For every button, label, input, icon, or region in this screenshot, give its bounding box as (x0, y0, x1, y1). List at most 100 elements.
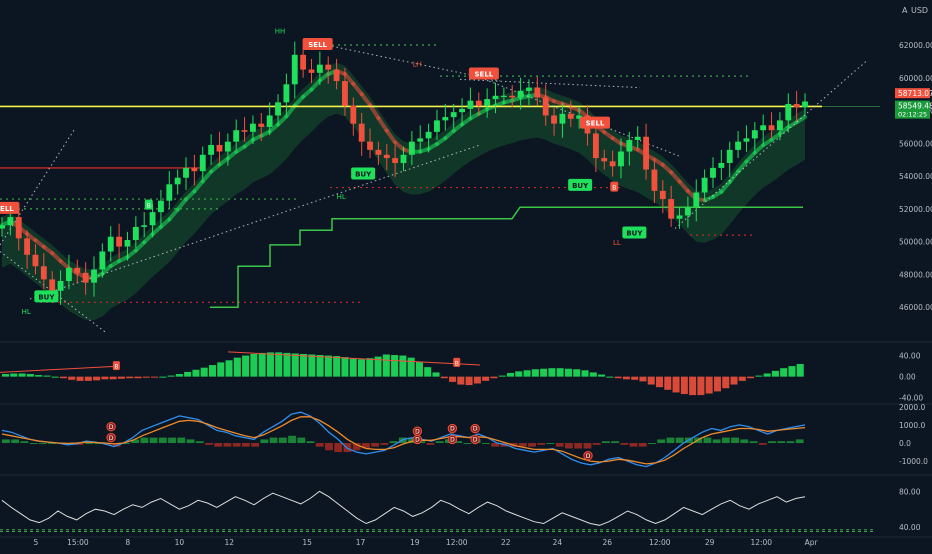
macd-histogram-bar (482, 443, 490, 444)
macd-histogram-bar (297, 438, 305, 443)
candle-body (7, 217, 13, 225)
macd-divergence-label: D (473, 426, 478, 433)
candle-body (233, 130, 239, 141)
trendline-dotted (460, 79, 640, 87)
candle-body (551, 115, 557, 123)
macd-histogram-bar (85, 443, 93, 444)
time-axis-tick: 26 (602, 538, 612, 547)
candle-body (635, 137, 641, 140)
momentum-bar (325, 356, 332, 377)
candle-body (526, 88, 532, 91)
candle-body (451, 112, 457, 117)
time-axis-tick: 17 (356, 538, 366, 547)
macd-histogram-bar (787, 441, 795, 443)
time-axis-tick: 15:00 (67, 538, 89, 547)
time-axis-tick: 12:00 (649, 538, 671, 547)
momentum-bar (184, 372, 191, 377)
momentum-bar (557, 368, 564, 376)
momentum-bar (590, 372, 597, 376)
macd-histogram-bar (620, 443, 628, 445)
macd-histogram-bar (768, 441, 776, 443)
macd-divergence-label: D (415, 428, 420, 435)
candle-body (74, 268, 80, 273)
macd-histogram-bar (187, 439, 195, 443)
rsi-panel[interactable] (0, 491, 875, 531)
buy-signal-label: BUY (572, 182, 589, 190)
price-axis-tick: 56000.00 (899, 139, 932, 148)
candle-body (760, 125, 766, 130)
momentum-bar (93, 377, 100, 381)
macd-histogram-bar (583, 443, 591, 448)
candle-body (359, 124, 365, 142)
momentum-bar (10, 373, 17, 376)
rsi-line (2, 491, 805, 525)
momentum-bar (317, 355, 324, 377)
momentum-bar (772, 371, 779, 377)
sell-signal-label: SELL (0, 205, 14, 213)
macd-histogram-bar (205, 443, 213, 445)
macd-axis-tick: -1000.0 (899, 457, 928, 466)
candle-body (150, 212, 156, 225)
macd-histogram-bar (334, 443, 342, 452)
time-axis-tick: 15 (302, 538, 312, 547)
momentum-bar (267, 352, 274, 376)
macd-histogram-bar (251, 443, 259, 447)
momentum-bar (788, 366, 795, 377)
momentum-bar (755, 376, 762, 377)
sell-signal-label: SELL (586, 120, 605, 128)
momentum-bar (300, 354, 307, 377)
candle-body (275, 102, 281, 115)
macd-histogram-bar (796, 439, 804, 443)
momentum-bar (499, 376, 506, 377)
price-panel[interactable]: HHLHHLHLLLSELLSELLSELLSELLBUYBUYBUYBUYBB (0, 28, 880, 332)
buy-signal-label: BUY (355, 170, 372, 178)
signal-marker-label: B (147, 203, 151, 210)
candle-body (769, 125, 775, 130)
macd-divergence-label: D (415, 437, 420, 444)
candle-body (166, 184, 172, 200)
momentum-bar (664, 377, 671, 390)
candle-body (685, 207, 691, 215)
candle-body (710, 168, 716, 178)
momentum-bar (234, 358, 241, 377)
macd-histogram-bar (593, 443, 601, 445)
candle-body (643, 137, 649, 170)
candle-body (200, 155, 206, 171)
momentum-bar (581, 370, 588, 376)
momentum-bar (217, 362, 224, 376)
macd-histogram-bar (657, 439, 665, 443)
sell-signal-label: SELL (308, 41, 327, 49)
candle-body (484, 99, 490, 106)
time-axis-tick: Apr (805, 538, 819, 547)
macd-axis-tick: 0.0 (899, 439, 911, 448)
momentum-bar (60, 377, 67, 379)
candle-body (292, 55, 298, 85)
price-axis-tick: 62000.00 (899, 41, 932, 50)
momentum-bar (441, 377, 448, 379)
momentum-bar (515, 371, 522, 376)
candle-body (267, 115, 273, 126)
scale-mode-label[interactable]: A (902, 6, 908, 15)
momentum-bar (192, 370, 199, 377)
candle-body (258, 124, 264, 127)
candle-body (660, 191, 666, 199)
axis-header: A USD (902, 6, 928, 15)
momentum-bar (432, 372, 439, 376)
candle-body (534, 88, 540, 98)
macd-histogram-bar (648, 443, 656, 444)
candle-body (409, 142, 415, 155)
momentum-bar (134, 377, 141, 379)
momentum-bar (764, 373, 771, 376)
momentum-bar (598, 375, 605, 377)
macd-histogram-bar (159, 438, 167, 443)
momentum-bar (101, 377, 108, 380)
momentum-bar (366, 358, 373, 376)
momentum-bar (341, 357, 348, 377)
macd-histogram-bar (150, 438, 158, 443)
macd-histogram-bar (740, 439, 748, 443)
candle-body (24, 238, 30, 254)
